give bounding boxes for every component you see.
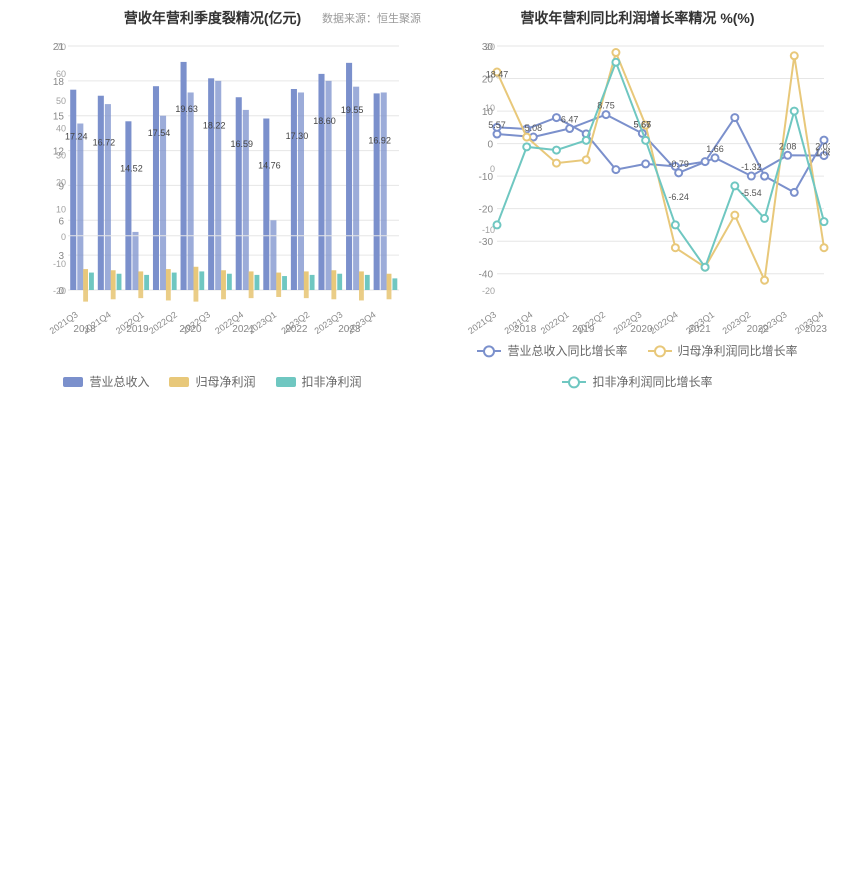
svg-text:5.08: 5.08 (525, 123, 543, 133)
legend-label: 归母净利润同比增长率 (678, 342, 798, 359)
legend-label: 营业总收入同比增长率 (507, 342, 627, 359)
swatch-blue (63, 377, 83, 387)
left-chart-area: 036912151821-20-1001020304050607017.2416… (40, 40, 405, 340)
left-title-a: 营收年营利季度裂精况(亿元) (124, 10, 301, 26)
svg-text:-1.32: -1.32 (741, 162, 762, 172)
svg-text:16.72: 16.72 (93, 138, 116, 148)
right-title-a: 营收年营利同比利润增长率精况 %(%) (520, 10, 754, 26)
source-label: 数据来源：恒生聚源 (322, 10, 421, 26)
right-legend: 营业总收入同比增长率 归母净利润同比增长率 扣非净利润同比增长率 (425, 342, 850, 390)
svg-text:5.57: 5.57 (488, 120, 506, 130)
svg-text:-6.24: -6.24 (668, 192, 689, 202)
legend-label: 营业总收入 (89, 373, 149, 390)
svg-text:19.63: 19.63 (175, 104, 198, 114)
left-legend: 营业总收入 归母净利润 扣非净利润 (0, 373, 425, 390)
legend-label: 扣非净利润 (302, 373, 362, 390)
svg-text:-20: -20 (53, 286, 66, 296)
legend-label: 归母净利润 (195, 373, 255, 390)
svg-text:15: 15 (53, 112, 65, 123)
svg-text:-5.54: -5.54 (741, 188, 762, 198)
svg-text:0: 0 (490, 164, 495, 174)
svg-text:17.24: 17.24 (65, 132, 88, 142)
svg-text:2019: 2019 (126, 324, 149, 335)
svg-text:2021Q3: 2021Q3 (466, 309, 498, 336)
svg-text:50: 50 (56, 96, 66, 106)
legend-netprofit: 归母净利润 (169, 373, 255, 390)
svg-text:20: 20 (485, 42, 495, 52)
svg-text:17.30: 17.30 (286, 131, 309, 141)
svg-text:60: 60 (56, 69, 66, 79)
svg-text:14.76: 14.76 (258, 161, 281, 171)
left-panel: 营收年营利季度裂精况(亿元) 数据来源：恒生聚源 036912151821-20… (0, 0, 425, 500)
legend-adjprofit: 扣非净利润 (276, 373, 362, 390)
svg-text:6.47: 6.47 (561, 115, 579, 125)
svg-text:-30: -30 (479, 237, 494, 248)
svg-text:5.66: 5.66 (634, 119, 652, 129)
svg-text:0: 0 (61, 232, 66, 242)
svg-text:30: 30 (56, 150, 66, 160)
charts-container: 营收年营利季度裂精况(亿元) 数据来源：恒生聚源 036912151821-20… (0, 0, 850, 500)
legend-adj-growth: 扣非净利润同比增长率 (562, 373, 712, 390)
svg-text:2018: 2018 (73, 324, 96, 335)
svg-text:1.66: 1.66 (706, 144, 724, 154)
svg-text:2022Q1: 2022Q1 (539, 309, 571, 336)
swatch-yellow (169, 377, 189, 387)
legend-np-growth: 归母净利润同比增长率 (648, 342, 798, 359)
svg-text:2023: 2023 (805, 324, 828, 335)
svg-text:18.47: 18.47 (486, 70, 509, 80)
svg-text:1.08: 1.08 (815, 147, 830, 157)
svg-text:2021: 2021 (688, 324, 711, 335)
svg-text:16.59: 16.59 (231, 139, 254, 149)
svg-text:2018: 2018 (514, 324, 537, 335)
svg-text:16.92: 16.92 (368, 135, 391, 145)
swatch-line-blue (477, 350, 501, 352)
right-title: 营收年营利同比利润增长率精况 %(%) (425, 8, 850, 28)
svg-text:-0.79: -0.79 (668, 159, 689, 169)
legend-revenue: 营业总收入 (63, 373, 149, 390)
right-chart-svg: -40-30-20-100102030-20-10010205.5718.475… (465, 40, 830, 340)
svg-text:18.60: 18.60 (313, 116, 336, 126)
svg-text:19.55: 19.55 (341, 105, 364, 115)
svg-text:18.22: 18.22 (203, 120, 226, 130)
svg-text:8.75: 8.75 (597, 101, 615, 111)
legend-rev-growth: 营业总收入同比增长率 (477, 342, 627, 359)
svg-text:10: 10 (56, 205, 66, 215)
svg-text:14.52: 14.52 (120, 163, 143, 173)
svg-text:20: 20 (56, 178, 66, 188)
svg-text:70: 70 (56, 42, 66, 52)
svg-text:-10: -10 (53, 259, 66, 269)
svg-text:2022Q4: 2022Q4 (648, 309, 680, 336)
swatch-teal (276, 377, 296, 387)
svg-text:-20: -20 (479, 205, 494, 216)
svg-text:10: 10 (485, 103, 495, 113)
right-chart-area: -40-30-20-100102030-20-10010205.5718.475… (465, 40, 830, 340)
svg-text:2023: 2023 (338, 324, 361, 335)
svg-text:2021: 2021 (232, 324, 255, 335)
svg-text:2019: 2019 (572, 324, 595, 335)
right-panel: 营收年营利同比利润增长率精况 %(%) -40-30-20-100102030-… (425, 0, 850, 500)
svg-text:-20: -20 (482, 286, 495, 296)
swatch-line-yellow (648, 350, 672, 352)
svg-text:2022: 2022 (285, 324, 308, 335)
svg-text:2.08: 2.08 (779, 141, 797, 151)
svg-text:2020: 2020 (179, 324, 202, 335)
swatch-line-teal (562, 381, 586, 383)
svg-text:0: 0 (487, 140, 493, 151)
svg-text:2022Q2: 2022Q2 (147, 309, 179, 336)
left-chart-svg: 036912151821-20-1001020304050607017.2416… (40, 40, 405, 340)
svg-text:2022: 2022 (747, 324, 770, 335)
svg-text:2020: 2020 (630, 324, 653, 335)
svg-text:6: 6 (58, 216, 64, 227)
legend-label: 扣非净利润同比增长率 (592, 373, 712, 390)
svg-text:-40: -40 (479, 270, 494, 281)
svg-text:17.54: 17.54 (148, 128, 171, 138)
